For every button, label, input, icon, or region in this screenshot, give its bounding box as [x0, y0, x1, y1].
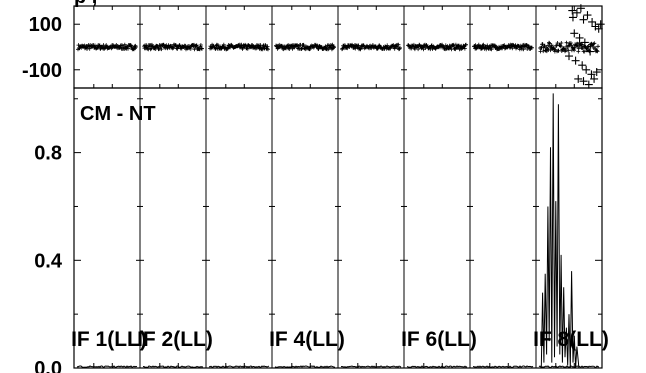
- phase-outlier-point: [594, 24, 603, 33]
- phase-outlier-point: [572, 8, 581, 17]
- amplitude-baseline: [472, 365, 534, 369]
- phase-outlier-point: [565, 52, 573, 61]
- panel-label: CM - NT: [80, 103, 156, 125]
- phase-outlier-point: [576, 4, 585, 13]
- phase-band: [406, 42, 468, 52]
- phase-outlier-point: [582, 65, 591, 74]
- amplitude-baseline: [76, 365, 138, 368]
- amplitude-baseline: [208, 365, 270, 369]
- amplitude-baseline: [274, 365, 336, 368]
- y-tick-labels: 100 -100 0.0 0.4 0.8: [22, 14, 63, 373]
- phase-outlier-point: [596, 20, 605, 29]
- phase-outlier-point: [568, 13, 577, 22]
- if-dividers: [139, 6, 537, 368]
- phase-outlier-point: [579, 77, 588, 86]
- phase-band: [142, 42, 204, 52]
- amplitude-baseline: [340, 365, 402, 369]
- if-label: IF 2(LL): [137, 328, 213, 351]
- phase-outlier-point: [579, 15, 588, 24]
- phase-outlier-point: [590, 74, 599, 83]
- phase-outlier-point: [578, 61, 587, 70]
- phase-outlier-point: [571, 56, 580, 65]
- header-fragment: p ,: [74, 0, 97, 8]
- phase-outlier-point: [575, 33, 584, 42]
- if-label: IF 1(LL): [71, 328, 147, 351]
- y-tick-label: 0.8: [34, 143, 62, 165]
- phase-outlier-point: [583, 11, 592, 20]
- phase-outlier-point: [580, 38, 589, 47]
- amplitude-spikes: [540, 93, 580, 369]
- phase-outlier-point: [574, 74, 583, 83]
- phase-band: [76, 42, 138, 52]
- phase-outlier-point: [570, 29, 579, 38]
- phase-outlier-point: [568, 6, 577, 15]
- phase-outlier-point: [584, 80, 593, 89]
- y-tick-label: -100: [22, 60, 62, 82]
- y-tick-label: 100: [29, 14, 62, 36]
- y-tick-label: 0.4: [34, 250, 63, 272]
- phase-band: [472, 42, 534, 52]
- amplitude-baseline: [538, 365, 600, 368]
- phase-band: [538, 40, 600, 54]
- phase-outlier-point: [588, 17, 597, 26]
- phase-outlier-point: [586, 47, 595, 56]
- if-label: IF 6(LL): [401, 328, 477, 351]
- phase-outlier-point: [592, 68, 601, 77]
- if-label: IF 8(LL): [533, 328, 609, 351]
- if-labels: IF 1(LL)IF 2(LL) IF 4(LL) IF 6(LL) IF 8(LL): [71, 328, 609, 351]
- phase-band: [208, 42, 270, 52]
- amplitude-baseline: [142, 365, 203, 368]
- amplitude-baseline: [406, 365, 468, 368]
- if-label: IF 4(LL): [269, 328, 345, 351]
- phase-series: [76, 4, 605, 89]
- phase-band: [340, 42, 402, 52]
- amplitude-series: [76, 93, 600, 369]
- phase-band: [274, 42, 336, 52]
- y-tick-label: 0.0: [34, 358, 62, 373]
- phase-outlier-point: [587, 70, 596, 79]
